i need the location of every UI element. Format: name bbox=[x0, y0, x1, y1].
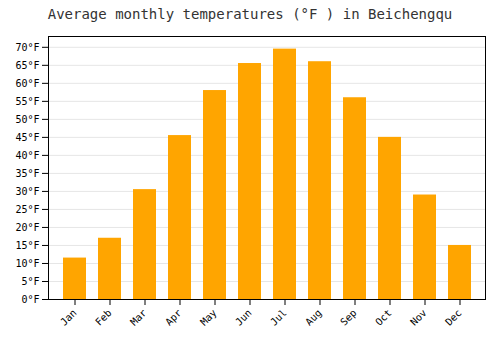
svg-text:Sep: Sep bbox=[338, 307, 359, 328]
svg-text:65°F: 65°F bbox=[15, 60, 39, 71]
svg-text:45°F: 45°F bbox=[15, 132, 39, 143]
svg-text:Feb: Feb bbox=[93, 307, 114, 328]
svg-text:Jun: Jun bbox=[233, 307, 254, 328]
svg-text:35°F: 35°F bbox=[15, 168, 39, 179]
svg-text:15°F: 15°F bbox=[15, 240, 39, 251]
svg-text:Nov: Nov bbox=[408, 307, 429, 328]
svg-text:50°F: 50°F bbox=[15, 114, 39, 125]
svg-text:Mar: Mar bbox=[128, 307, 149, 328]
svg-text:70°F: 70°F bbox=[15, 42, 39, 53]
svg-text:May: May bbox=[198, 307, 219, 328]
svg-text:Dec: Dec bbox=[443, 307, 464, 328]
svg-text:Jul: Jul bbox=[268, 307, 289, 328]
svg-text:0°F: 0°F bbox=[21, 294, 39, 305]
svg-text:5°F: 5°F bbox=[21, 276, 39, 287]
svg-text:30°F: 30°F bbox=[15, 186, 39, 197]
svg-text:40°F: 40°F bbox=[15, 150, 39, 161]
svg-text:55°F: 55°F bbox=[15, 96, 39, 107]
svg-text:20°F: 20°F bbox=[15, 222, 39, 233]
svg-text:Aug: Aug bbox=[303, 307, 324, 328]
html-text:Average monthly temperatures (: Average monthly temperatures (°F ) in Be… bbox=[47, 6, 453, 22]
svg-text:10°F: 10°F bbox=[15, 258, 39, 269]
svg-text:Jan: Jan bbox=[58, 307, 79, 328]
svg-text:Oct: Oct bbox=[373, 307, 394, 328]
svg-text:Apr: Apr bbox=[163, 307, 184, 328]
svg-text:25°F: 25°F bbox=[15, 204, 39, 215]
svg-text:60°F: 60°F bbox=[15, 78, 39, 89]
